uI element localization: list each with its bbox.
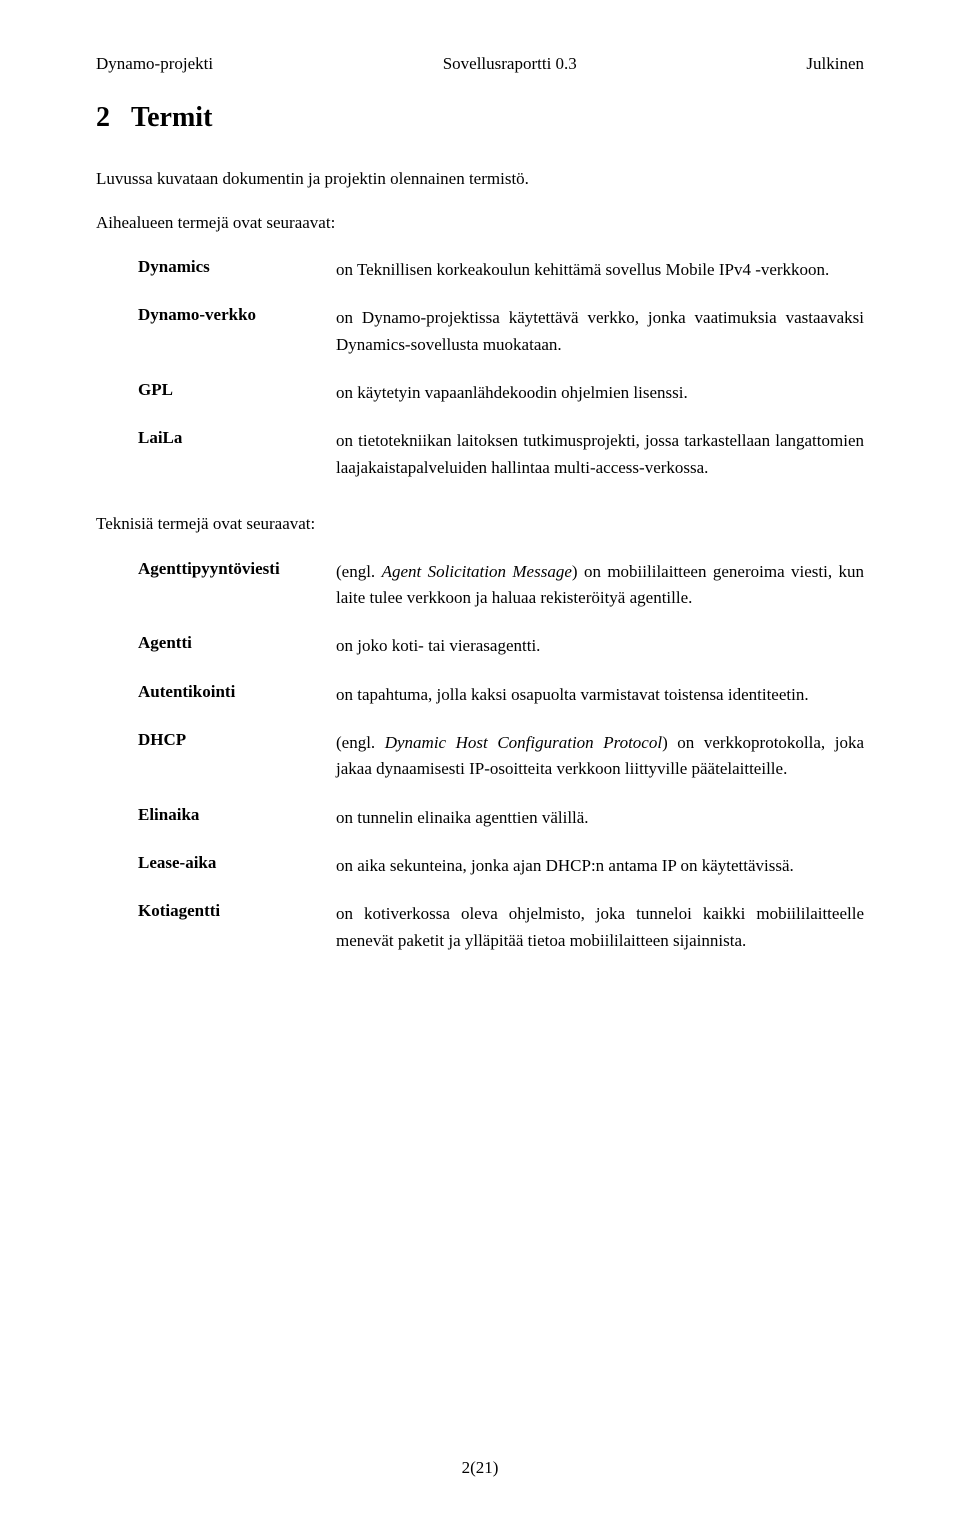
header-right: Julkinen — [806, 54, 864, 74]
topic-intro: Aihealueen termejä ovat seuraavat: — [96, 210, 864, 236]
page-number: 2(21) — [462, 1458, 499, 1477]
desc-italic: Dynamic Host Configuration Protocol — [385, 733, 662, 752]
term: Dynamics — [138, 257, 336, 283]
description: on kotiverkossa oleva ohjelmisto, joka t… — [336, 901, 864, 954]
definition-row: Agentti on joko koti- tai vierasagentti. — [138, 633, 864, 659]
term: Lease-aika — [138, 853, 336, 879]
definition-row: Lease-aika on aika sekunteina, jonka aja… — [138, 853, 864, 879]
definition-row: Kotiagentti on kotiverkossa oleva ohjelm… — [138, 901, 864, 954]
description: on käytetyin vapaanlähdekoodin ohjelmien… — [336, 380, 864, 406]
intro-paragraph: Luvussa kuvataan dokumentin ja projektin… — [96, 166, 864, 192]
term: GPL — [138, 380, 336, 406]
definition-row: Autentikointi on tapahtuma, jolla kaksi … — [138, 682, 864, 708]
tech-intro: Teknisiä termejä ovat seuraavat: — [96, 511, 864, 537]
description: on tunnelin elinaika agenttien välillä. — [336, 805, 864, 831]
definition-row: DHCP (engl. Dynamic Host Configuration P… — [138, 730, 864, 783]
term: Kotiagentti — [138, 901, 336, 954]
description: on tapahtuma, jolla kaksi osapuolta varm… — [336, 682, 864, 708]
description: on aika sekunteina, jonka ajan DHCP:n an… — [336, 853, 864, 879]
description: (engl. Agent Solicitation Message) on mo… — [336, 559, 864, 612]
desc-prefix: (engl. — [336, 733, 385, 752]
term: LaiLa — [138, 428, 336, 481]
topic-definition-list: Dynamics on Teknillisen korkeakoulun keh… — [138, 257, 864, 481]
description: (engl. Dynamic Host Configuration Protoc… — [336, 730, 864, 783]
header-left: Dynamo-projekti — [96, 54, 213, 74]
description: on tietotekniikan laitoksen tutkimusproj… — [336, 428, 864, 481]
definition-row: Elinaika on tunnelin elinaika agenttien … — [138, 805, 864, 831]
definition-row: Dynamics on Teknillisen korkeakoulun keh… — [138, 257, 864, 283]
definition-row: LaiLa on tietotekniikan laitoksen tutkim… — [138, 428, 864, 481]
term: Autentikointi — [138, 682, 336, 708]
definition-row: GPL on käytetyin vapaanlähdekoodin ohjel… — [138, 380, 864, 406]
section-title: 2 Termit — [96, 102, 864, 134]
tech-definition-list: Agenttipyyntöviesti (engl. Agent Solicit… — [138, 559, 864, 954]
desc-prefix: (engl. — [336, 562, 382, 581]
definition-row: Dynamo-verkko on Dynamo-projektissa käyt… — [138, 305, 864, 358]
section-title-text: Termit — [131, 102, 212, 133]
section-number: 2 — [96, 102, 110, 133]
term: Elinaika — [138, 805, 336, 831]
desc-italic: Agent Solicitation Message — [382, 562, 572, 581]
description: on joko koti- tai vierasagentti. — [336, 633, 864, 659]
definition-row: Agenttipyyntöviesti (engl. Agent Solicit… — [138, 559, 864, 612]
term: Dynamo-verkko — [138, 305, 336, 358]
header-center: Sovellusraportti 0.3 — [443, 54, 577, 74]
description: on Teknillisen korkeakoulun kehittämä so… — [336, 257, 864, 283]
term: Agentti — [138, 633, 336, 659]
description: on Dynamo-projektissa käytettävä verkko,… — [336, 305, 864, 358]
page-footer: 2(21) — [0, 1458, 960, 1478]
term: DHCP — [138, 730, 336, 783]
page-header: Dynamo-projekti Sovellusraportti 0.3 Jul… — [96, 54, 864, 74]
term: Agenttipyyntöviesti — [138, 559, 336, 612]
